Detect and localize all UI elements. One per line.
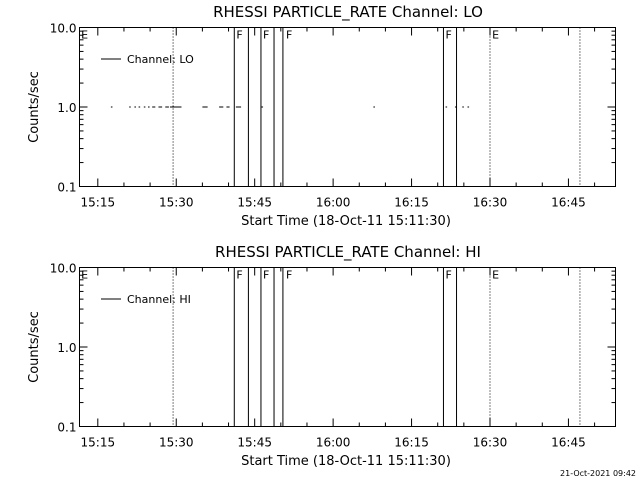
panel-lo: RHESSI PARTICLE_RATE Channel: LO Start T… — [27, 3, 616, 229]
chart-title-hi: RHESSI PARTICLE_RATE Channel: HI — [215, 243, 481, 262]
annotation-f-lo: F — [236, 29, 242, 42]
y-tick-label-lo: 1.0 — [57, 101, 76, 115]
x-tick-label-hi: 15:45 — [237, 436, 272, 450]
legend-lo: Channel: LO — [101, 53, 194, 66]
annotation-f-hi: F — [236, 269, 242, 282]
print-timestamp: 21-Oct-2021 09:42 — [560, 469, 636, 478]
y-axis-label-hi: Counts/sec — [27, 311, 42, 383]
x-tick-label-lo: 15:15 — [81, 196, 116, 210]
x-tick-label-hi: 15:15 — [81, 436, 116, 450]
legend-label-hi: Channel: HI — [127, 293, 191, 306]
annotation-e-hi: E — [492, 269, 499, 282]
chart-marks-hi: 15:15 15:30 15:45 16:00 16:15 16:30 16:45 10.0 1… — [50, 262, 616, 450]
x-tick-label-lo: 16:15 — [394, 196, 429, 210]
x-axis-label-hi: Start Time (18-Oct-11 15:11:30) — [241, 454, 451, 469]
annotation-f-lo: F — [446, 29, 452, 42]
plot-frame-hi — [79, 267, 616, 427]
annotation-f-hi: F — [446, 269, 452, 282]
legend-label-lo: Channel: LO — [127, 53, 194, 66]
annotation-f-hi: F — [286, 269, 292, 282]
x-tick-label-hi: 16:45 — [551, 436, 586, 450]
x-tick-label-hi: 16:00 — [316, 436, 351, 450]
y-tick-label-lo: 10.0 — [50, 22, 77, 36]
y-axis-label-lo: Counts/sec — [27, 71, 42, 143]
x-tick-label-hi: 16:15 — [394, 436, 429, 450]
annotation-e-lo: E — [492, 29, 499, 42]
annotation-f-lo: F — [286, 29, 292, 42]
annotation-e-lo: E — [81, 29, 88, 42]
x-tick-label-lo: 16:30 — [473, 196, 508, 210]
y-tick-label-hi: 10.0 — [50, 262, 77, 276]
y-tick-label-lo: 0.1 — [57, 181, 76, 195]
annotation-f-lo: F — [263, 29, 269, 42]
chart-marks-lo: 15:15 15:30 15:45 16:00 16:15 16:30 16:45 10.0 1… — [50, 22, 616, 210]
x-tick-label-lo: 15:30 — [159, 196, 194, 210]
annotation-f-hi: F — [263, 269, 269, 282]
chart-title-lo: RHESSI PARTICLE_RATE Channel: LO — [213, 3, 483, 22]
x-tick-label-hi: 15:30 — [159, 436, 194, 450]
x-tick-label-lo: 16:45 — [551, 196, 586, 210]
x-axis-label-lo: Start Time (18-Oct-11 15:11:30) — [241, 214, 451, 229]
legend-hi: Channel: HI — [101, 293, 191, 306]
x-tick-label-lo: 16:00 — [316, 196, 351, 210]
y-tick-label-hi: 1.0 — [57, 341, 76, 355]
y-tick-label-hi: 0.1 — [57, 421, 76, 435]
annotation-e-hi: E — [81, 269, 88, 282]
x-tick-label-hi: 16:30 — [473, 436, 508, 450]
panel-hi: RHESSI PARTICLE_RATE Channel: HI Start T… — [27, 243, 616, 469]
x-tick-label-lo: 15:45 — [237, 196, 272, 210]
